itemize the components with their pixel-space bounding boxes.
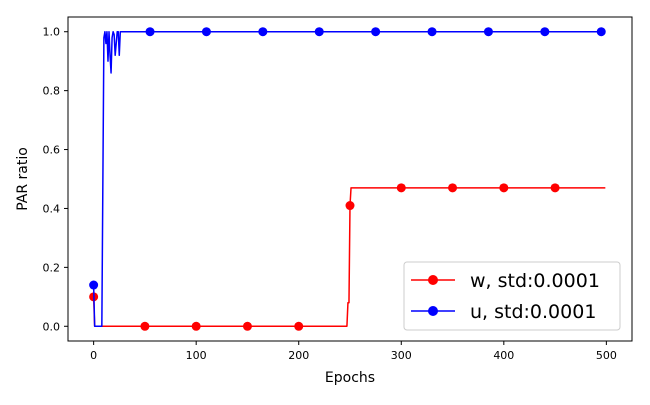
data-point-u	[258, 27, 268, 37]
legend: w, std:0.0001 u, std:0.0001	[403, 261, 621, 331]
data-point-w	[191, 321, 201, 331]
series-layer	[89, 27, 606, 331]
legend-box	[403, 261, 621, 331]
data-point-u	[145, 27, 155, 37]
y-axis-ticks: 0.0 0.2 0.4 0.6 0.8 1.0	[43, 26, 68, 333]
data-point-u	[371, 27, 381, 37]
data-point-u	[540, 27, 550, 37]
plot-frame	[67, 16, 633, 342]
data-point-w	[499, 183, 509, 193]
y-tick-label: 0.2	[43, 261, 61, 274]
x-tick-label: 0	[90, 349, 97, 362]
data-point-w	[550, 183, 560, 193]
data-point-u	[314, 27, 324, 37]
series-line-w	[92, 187, 606, 328]
data-point-w	[345, 201, 355, 211]
legend-label-u: u, std:0.0001	[470, 301, 596, 323]
data-point-u	[201, 27, 211, 37]
x-tick-label: 200	[288, 349, 309, 362]
data-point-u	[427, 27, 437, 37]
x-tick-label: 300	[391, 349, 412, 362]
y-tick-label: 0.4	[43, 202, 61, 215]
data-point-w	[242, 321, 252, 331]
data-point-u	[89, 280, 99, 290]
x-tick-label: 100	[186, 349, 207, 362]
legend-label-w: w, std:0.0001	[470, 270, 600, 292]
data-point-u	[483, 27, 493, 37]
data-point-w	[448, 183, 458, 193]
x-tick-label: 500	[596, 349, 617, 362]
y-tick-label: 0.6	[43, 144, 61, 157]
series-line-u	[92, 30, 606, 328]
y-axis-label: PAR ratio	[15, 147, 31, 211]
x-axis-label: Epochs	[325, 370, 375, 386]
x-axis-ticks: 0 100 200 300 400 500	[90, 341, 617, 362]
data-point-w	[294, 321, 304, 331]
legend-marker-w	[428, 275, 438, 285]
data-point-w	[396, 183, 406, 193]
y-tick-label: 0.0	[43, 320, 61, 333]
data-point-w	[140, 321, 150, 331]
x-tick-label: 400	[493, 349, 514, 362]
legend-marker-u	[428, 306, 438, 316]
data-point-u	[596, 27, 606, 37]
y-tick-label: 1.0	[43, 26, 61, 39]
y-tick-label: 0.8	[43, 85, 61, 98]
